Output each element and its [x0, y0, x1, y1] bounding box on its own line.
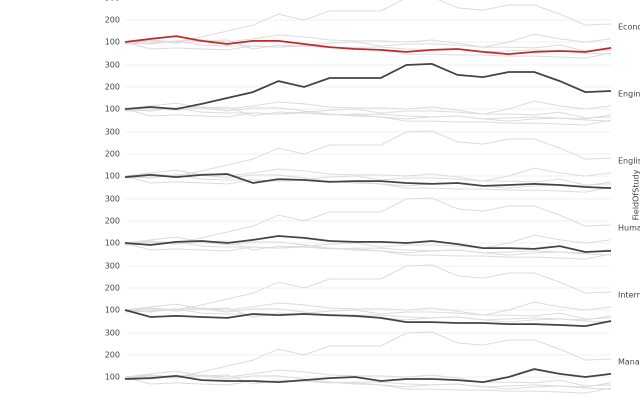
facet-label: Englis	[618, 157, 640, 166]
y-tick-label: 200	[105, 83, 120, 92]
y-tick-label: 100	[105, 306, 120, 315]
context-line	[124, 303, 612, 323]
y-tick-label: 300	[105, 0, 120, 3]
y-tick-label: 100	[105, 172, 120, 181]
series-line	[124, 173, 612, 189]
context-line	[124, 175, 612, 193]
context-line	[124, 102, 612, 122]
y-tick-label: 300	[105, 61, 120, 70]
y-tick-label: 200	[105, 150, 120, 159]
y-tick-label: 100	[105, 38, 120, 47]
facet-axis-label: FieldOfStudy	[632, 169, 640, 220]
y-tick-label: 100	[105, 239, 120, 248]
context-line	[124, 108, 612, 126]
facet-label: Engine	[618, 90, 640, 99]
context-line	[124, 242, 612, 260]
context-line	[124, 100, 612, 115]
y-tick-label: 200	[105, 16, 120, 25]
context-line	[124, 369, 612, 387]
facet-label: Econo	[618, 23, 640, 32]
y-tick-label: 300	[105, 329, 120, 338]
facet-label: Human	[618, 224, 640, 233]
y-tick-label: 300	[105, 128, 120, 137]
series-line	[124, 62, 612, 110]
context-line	[124, 236, 612, 256]
context-line	[124, 130, 612, 177]
y-tick-label: 100	[105, 105, 120, 114]
context-line	[124, 34, 612, 52]
context-line	[124, 169, 612, 189]
context-line	[124, 0, 612, 43]
series-line	[124, 35, 612, 56]
y-tick-label: 200	[105, 284, 120, 293]
facet-label: Intern	[618, 291, 640, 300]
context-line	[124, 234, 612, 249]
context-line	[124, 376, 612, 394]
context-line	[124, 33, 612, 48]
context-line	[124, 197, 612, 244]
series-line	[124, 235, 612, 253]
y-tick-label: 100	[105, 373, 120, 382]
series-line	[124, 368, 612, 384]
context-line	[124, 101, 612, 119]
context-line	[124, 370, 612, 390]
facet-label: Manag	[618, 358, 640, 367]
y-tick-label: 300	[105, 195, 120, 204]
y-tick-label: 300	[105, 262, 120, 271]
context-line	[124, 167, 612, 182]
y-tick-label: 200	[105, 217, 120, 226]
context-line	[124, 302, 612, 320]
context-line	[124, 301, 612, 316]
context-line	[124, 264, 612, 311]
context-line	[124, 331, 612, 378]
y-tick-label: 200	[105, 351, 120, 360]
series-line	[124, 309, 612, 328]
